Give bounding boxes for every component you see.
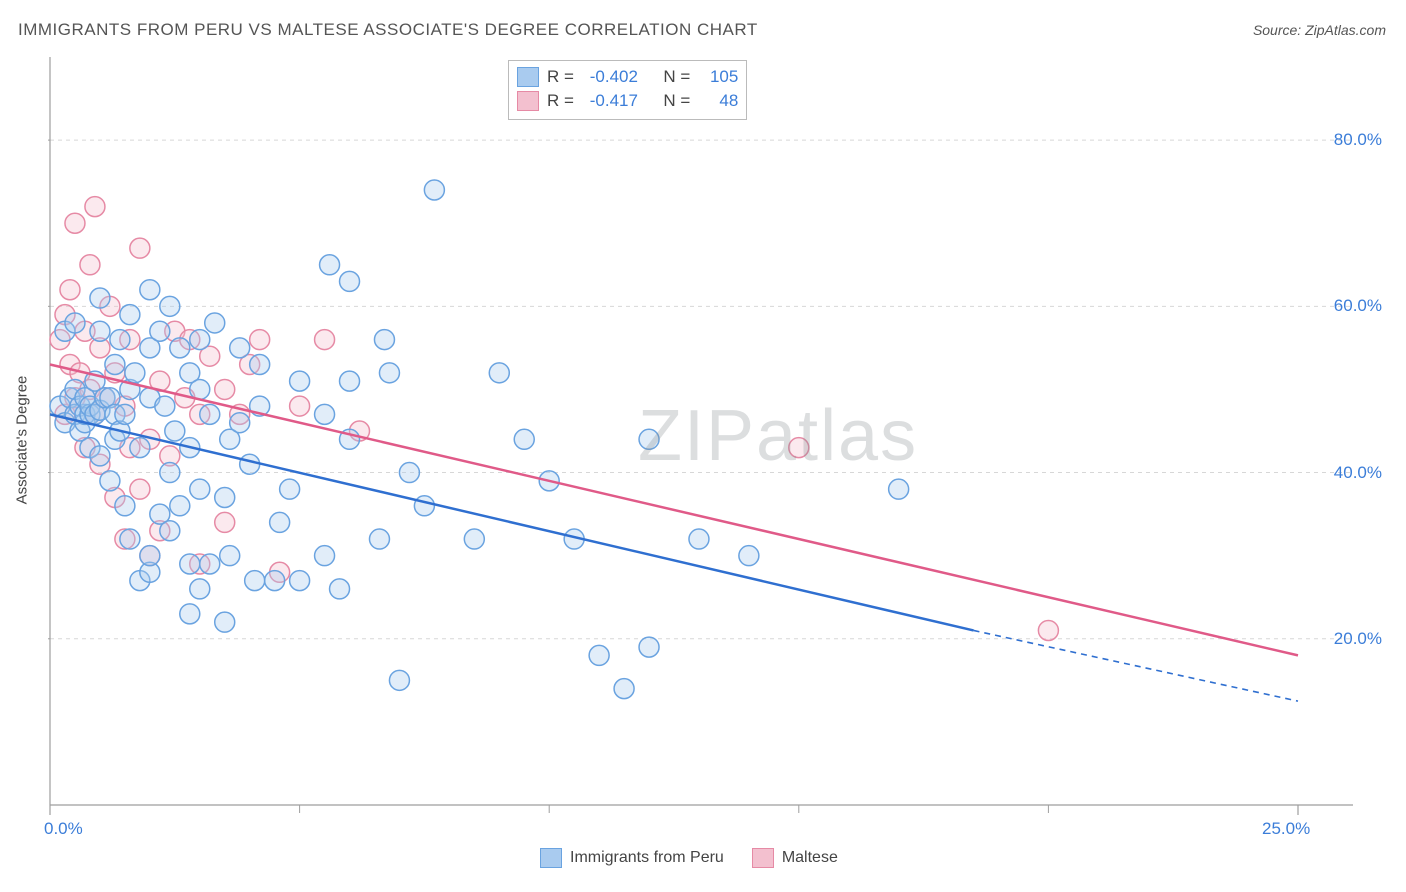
legend-series-label: Maltese	[782, 849, 838, 867]
legend-series-label: Immigrants from Peru	[570, 849, 724, 867]
legend-swatch	[540, 848, 562, 868]
legend-corr-row: R = -0.417 N = 48	[517, 89, 738, 113]
legend-series-item: Immigrants from Peru	[540, 848, 724, 868]
scatter-svg	[48, 55, 1358, 835]
legend-swatch	[517, 67, 539, 87]
legend-r-label: R =	[547, 65, 574, 89]
y-tick-label: 60.0%	[1334, 296, 1382, 316]
legend-series: Immigrants from Peru Maltese	[540, 848, 838, 868]
y-tick-label: 80.0%	[1334, 130, 1382, 150]
legend-n-label: N =	[663, 89, 690, 113]
plot-area: ZIPatlas R =-0.402 N =105R =-0.417 N =48	[48, 55, 1358, 835]
x-tick-label: 25.0%	[1262, 819, 1310, 839]
legend-r-value: -0.417	[582, 89, 638, 113]
legend-n-value: 48	[698, 89, 738, 113]
legend-series-item: Maltese	[752, 848, 838, 868]
legend-n-value: 105	[698, 65, 738, 89]
y-tick-label: 20.0%	[1334, 629, 1382, 649]
chart-title: IMMIGRANTS FROM PERU VS MALTESE ASSOCIAT…	[18, 20, 758, 40]
legend-corr-row: R = -0.402 N = 105	[517, 65, 738, 89]
legend-correlation-box: R = -0.402 N = 105 R = -0.417 N = 48	[508, 60, 747, 120]
y-axis-label: Associate's Degree	[14, 376, 31, 505]
source-attribution: Source: ZipAtlas.com	[1253, 22, 1386, 38]
legend-n-label: N =	[663, 65, 690, 89]
x-tick-label: 0.0%	[44, 819, 83, 839]
legend-swatch	[517, 91, 539, 111]
legend-r-value: -0.402	[582, 65, 638, 89]
y-tick-label: 40.0%	[1334, 463, 1382, 483]
legend-swatch	[752, 848, 774, 868]
legend-r-label: R =	[547, 89, 574, 113]
